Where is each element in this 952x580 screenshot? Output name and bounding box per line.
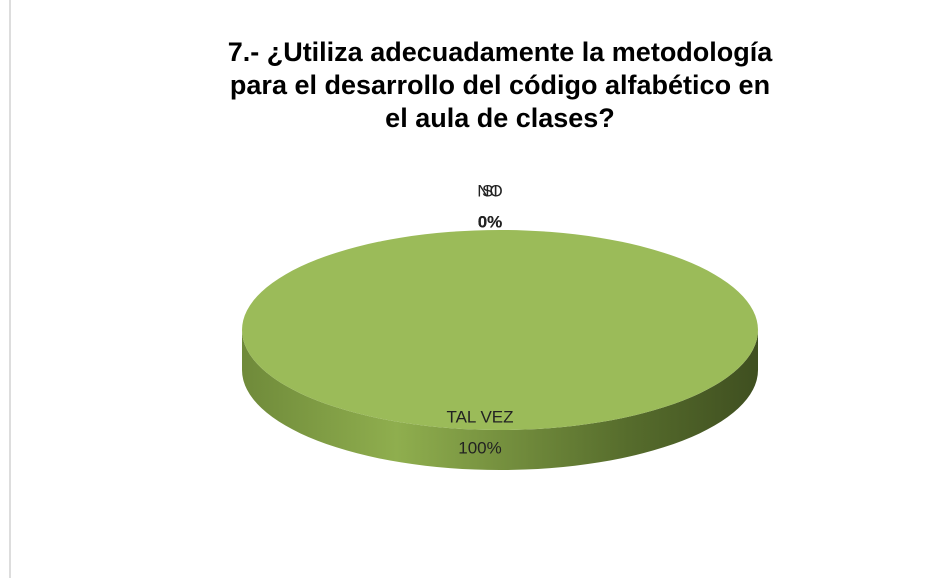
data-label-category: NO — [477, 181, 503, 200]
data-label-category: TAL VEZ — [446, 407, 513, 426]
data-label-value: 0% — [478, 212, 503, 231]
pie-slice — [242, 230, 758, 430]
data-label-category: SI — [482, 181, 498, 200]
pie-slice-side — [242, 330, 758, 470]
data-label-value: 0% — [478, 212, 503, 231]
data-label-value: 100% — [458, 438, 501, 457]
chart-title: 7.- ¿Utiliza adecuadamente la metodologí… — [227, 37, 773, 133]
